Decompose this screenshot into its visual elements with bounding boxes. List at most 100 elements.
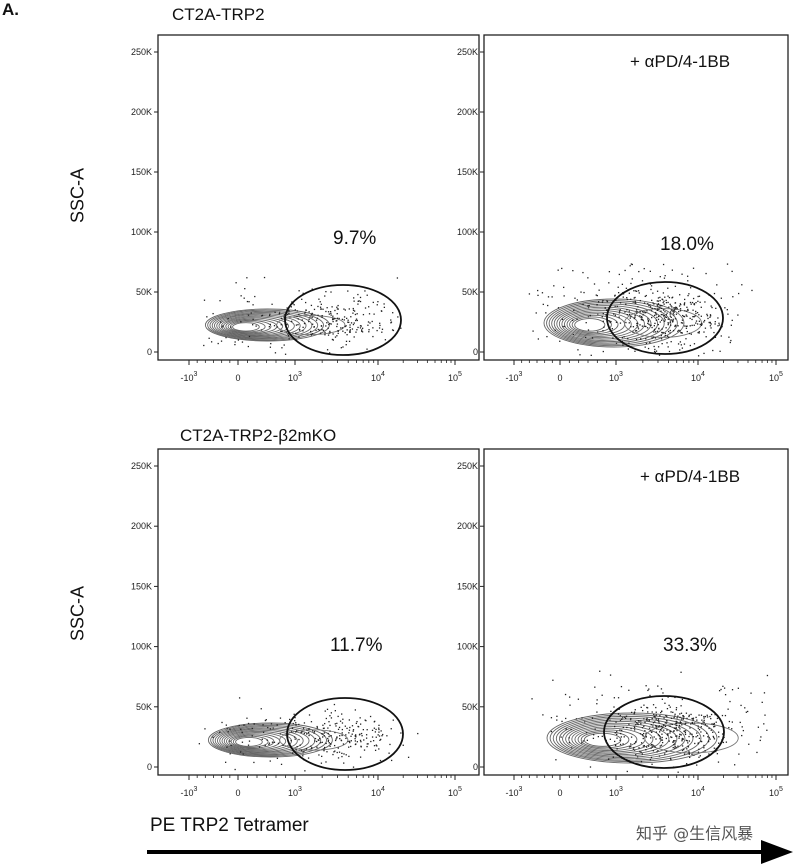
event-dot: [338, 317, 340, 320]
event-dot: [703, 715, 705, 718]
event-dot: [665, 722, 668, 724]
event-dot: [663, 724, 665, 726]
event-dot: [666, 715, 668, 717]
event-dot: [334, 336, 337, 338]
event-dot: [664, 319, 666, 321]
event-dot: [661, 739, 664, 741]
event-dot: [684, 733, 687, 736]
event-dot: [686, 763, 688, 765]
event-dot: [613, 706, 615, 708]
event-dot: [359, 756, 362, 758]
event-dot: [650, 285, 653, 287]
event-dot: [614, 740, 616, 743]
event-dot: [350, 322, 353, 324]
event-dot: [301, 319, 303, 321]
event-dot: [662, 692, 664, 694]
event-dot: [253, 723, 255, 725]
event-dot: [686, 315, 688, 317]
x-tick-label: 105: [448, 786, 462, 798]
event-dot: [677, 343, 680, 345]
event-dot: [709, 325, 712, 327]
event-dot: [323, 735, 326, 737]
event-dot: [687, 280, 689, 282]
event-dot: [688, 735, 690, 738]
y-tick-label: 250K: [457, 47, 478, 57]
event-dot: [658, 725, 661, 727]
event-dot: [219, 300, 221, 302]
y-tick-label: 50K: [462, 702, 478, 712]
contour-line: [221, 729, 298, 753]
event-dot: [619, 729, 621, 731]
event-dot: [616, 737, 618, 739]
event-dot: [707, 736, 709, 738]
event-dot: [679, 722, 681, 724]
event-dot: [343, 316, 346, 318]
event-dot: [349, 330, 351, 332]
event-dot: [714, 321, 716, 323]
row-title-bottom: CT2A-TRP2-β2mKO: [180, 426, 337, 445]
event-dot: [652, 292, 654, 294]
event-dot: [644, 312, 647, 314]
event-dot: [343, 308, 345, 310]
event-dot: [652, 725, 654, 727]
event-dot: [552, 679, 554, 681]
plot-frame: [157, 448, 480, 776]
event-dot: [276, 326, 279, 328]
event-dot: [379, 322, 381, 324]
event-dot: [682, 715, 684, 717]
event-dot: [349, 326, 351, 329]
event-dot: [661, 741, 664, 744]
event-dot: [332, 333, 334, 335]
event-dot: [731, 721, 733, 723]
event-dot: [634, 290, 637, 292]
event-dot: [650, 731, 653, 733]
event-dot: [669, 730, 672, 733]
event-dot: [630, 717, 632, 720]
contour-line: [214, 313, 307, 339]
event-dot: [729, 341, 731, 344]
contour-line: [561, 309, 639, 339]
event-dot: [251, 735, 253, 737]
event-dot: [653, 715, 656, 717]
event-dot: [655, 714, 657, 716]
x-tick-label: 103: [609, 371, 623, 383]
event-dot: [323, 748, 325, 750]
event-dot: [330, 291, 332, 293]
event-dot: [589, 314, 591, 317]
contour-line: [644, 722, 739, 754]
event-dot: [606, 301, 609, 303]
event-dot: [700, 306, 702, 308]
event-dot: [302, 755, 304, 757]
event-dot: [649, 306, 652, 308]
event-dot: [361, 735, 363, 737]
event-dot: [684, 325, 686, 327]
event-dot: [672, 741, 675, 743]
event-dot: [337, 757, 340, 759]
event-dot: [230, 744, 232, 747]
event-dot: [316, 740, 318, 743]
event-dot: [626, 297, 628, 299]
event-dot: [615, 299, 617, 301]
event-dot: [640, 315, 643, 318]
contour-line: [232, 735, 269, 748]
event-dot: [672, 320, 674, 322]
event-dot: [313, 326, 315, 328]
event-dot: [635, 724, 637, 726]
contour-line: [548, 301, 672, 345]
event-dot: [622, 717, 624, 719]
event-dot: [300, 731, 302, 734]
event-dot: [630, 298, 632, 300]
event-dot: [590, 354, 592, 356]
event-dot: [731, 319, 733, 322]
event-dot: [701, 322, 703, 325]
event-dot: [621, 283, 624, 285]
event-dot: [371, 736, 374, 738]
event-dot: [667, 346, 669, 348]
event-dot: [646, 706, 648, 709]
event-dot: [635, 741, 637, 743]
event-dot: [669, 732, 671, 734]
event-dot: [582, 271, 584, 274]
event-dot: [661, 342, 663, 345]
event-dot: [337, 715, 339, 718]
event-dot: [378, 327, 381, 329]
